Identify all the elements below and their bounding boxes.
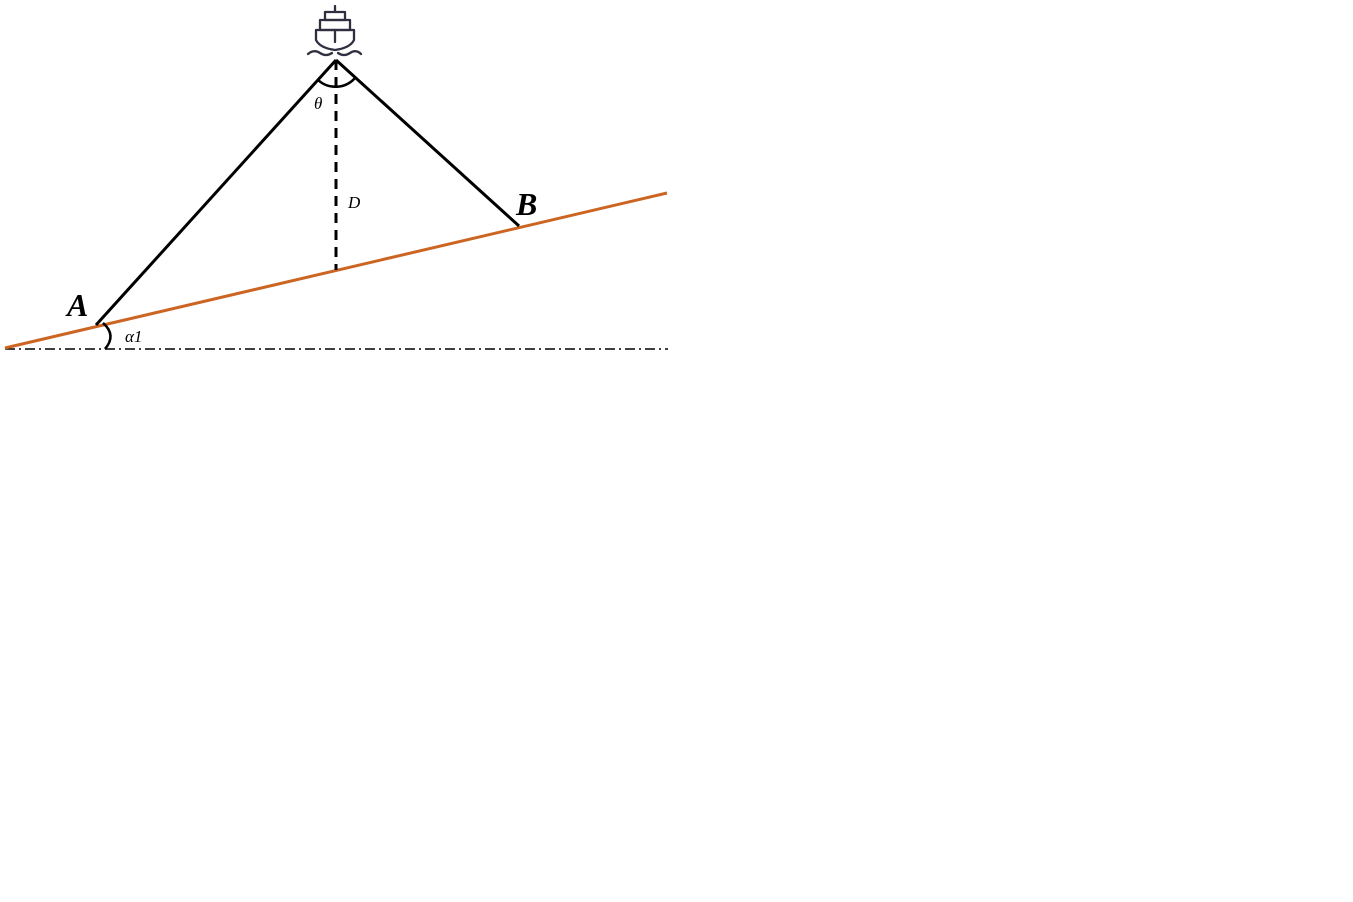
alpha-angle-arc: [102, 322, 112, 350]
beam-line-b: [334, 58, 521, 228]
point-a-label: A: [65, 287, 88, 323]
beam-line-a: [94, 58, 338, 327]
slope-angle-label: α1: [125, 327, 142, 346]
ship-icon: [306, 4, 363, 57]
theta-label: θ: [314, 94, 322, 113]
depth-label: D: [347, 193, 361, 212]
seabed-line: [4, 191, 668, 350]
theta-angle-arc: [317, 77, 356, 88]
point-b-label: B: [515, 186, 537, 222]
